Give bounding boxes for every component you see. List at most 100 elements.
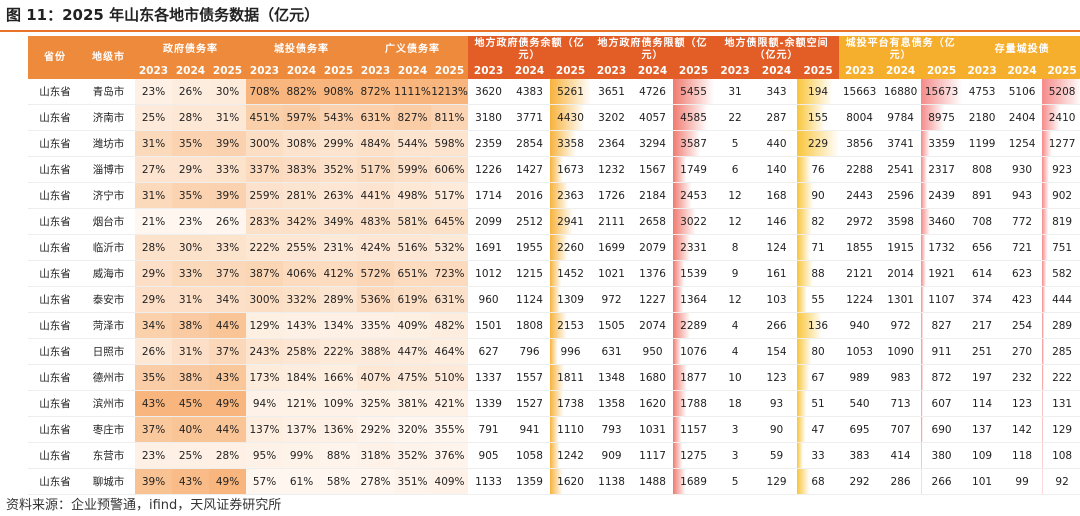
value-cell: 184% [283,364,321,391]
value-cell: 342% [283,208,321,235]
year-cell: 2025 [673,63,715,79]
value-cell: 1689 [673,468,715,495]
table-row: 山东省 东营市 23% 25% 28% 95% 99% 88% 318% 352% 376% 905 1… [28,442,1080,469]
value-cell: 4585 [673,104,715,131]
value-cell: 911 [921,338,963,365]
label-cell: 山东省 [28,390,82,417]
label-cell: 滨州市 [82,390,135,417]
label-cell: 山东省 [28,156,82,183]
label-cell: 烟台市 [82,208,135,235]
value-cell: 134% [320,312,358,339]
value-cell: 1199 [962,130,1003,157]
value-cell: 631 [591,338,633,365]
value-cell: 5261 [550,79,592,105]
value-cell: 572% [357,260,395,287]
table-row: 山东省 济南市 25% 28% 31% 451% 597% 543% 631% 827% 811% 3… [28,104,1080,131]
value-cell: 1955 [509,234,551,261]
value-cell: 12 [714,182,757,209]
value-cell: 31% [172,338,209,365]
value-cell: 3 [714,416,757,443]
table-row: 山东省 德州市 35% 38% 43% 173% 184% 166% 407% 475% 510% 1… [28,364,1080,391]
table-row: 山东省 日照市 26% 31% 37% 243% 258% 222% 388% 447% 464% 6… [28,338,1080,365]
value-cell: 123 [756,364,798,391]
value-cell: 300% [246,286,284,313]
value-cell: 266 [921,468,963,495]
value-cell: 796 [509,338,551,365]
value-cell: 82 [797,208,840,235]
value-cell: 283% [246,208,284,235]
value-cell: 891 [962,182,1003,209]
value-cell: 406% [283,260,321,287]
label-cell: 山东省 [28,416,82,443]
value-cell: 2854 [509,130,551,157]
value-cell: 95% [246,442,284,469]
value-cell: 1227 [632,286,674,313]
value-cell: 451% [246,104,284,131]
year-cell: 2023 [135,63,172,79]
value-cell: 2331 [673,234,715,261]
year-cell: 2023 [962,63,1003,79]
value-cell: 155 [797,104,840,131]
value-cell: 540 [839,390,881,417]
value-cell: 1107 [921,286,963,313]
value-cell: 1124 [509,286,551,313]
value-cell: 1138 [591,468,633,495]
value-cell: 2359 [468,130,510,157]
value-cell: 3587 [673,130,715,157]
value-cell: 2439 [921,182,963,209]
year-cell: 2024 [880,63,922,79]
value-cell: 972 [880,312,922,339]
value-cell: 255% [283,234,321,261]
value-cell: 45% [172,390,209,417]
value-cell: 5208 [1042,79,1080,105]
label-cell: 菏泽市 [82,312,135,339]
value-cell: 1133 [468,468,510,495]
table-row: 山东省 青岛市 23% 26% 30% 708% 882% 908% 872% 1111% 1213… [28,79,1080,105]
value-cell: 39% [135,468,172,495]
value-cell: 25% [172,442,209,469]
value-cell: 1749 [673,156,715,183]
value-cell: 1309 [550,286,592,313]
value-cell: 124 [756,234,798,261]
value-cell: 2363 [550,182,592,209]
value-cell: 4383 [509,79,551,105]
value-cell: 2288 [839,156,881,183]
value-cell: 258% [283,338,321,365]
label-cell: 聊城市 [82,468,135,495]
value-cell: 28% [135,234,172,261]
value-cell: 940 [839,312,881,339]
value-cell: 1488 [632,468,674,495]
value-cell: 909 [591,442,633,469]
value-cell: 2111 [591,208,633,235]
value-cell: 140 [756,156,798,183]
value-cell: 131 [1042,390,1080,417]
label-cell: 山东省 [28,260,82,287]
value-cell: 1738 [550,390,592,417]
value-cell: 597% [283,104,321,131]
value-cell: 606% [431,156,469,183]
header-cell: 地方债限额-余额空间（亿元） [714,36,840,63]
value-cell: 26% [135,338,172,365]
value-cell: 259% [246,182,284,209]
header-cell: 广义债务率 [357,36,469,63]
value-cell: 708% [246,79,284,105]
value-cell: 37% [209,338,247,365]
value-cell: 44% [209,312,247,339]
value-cell: 343 [756,79,798,105]
value-cell: 1811 [550,364,592,391]
value-cell: 1557 [509,364,551,391]
value-cell: 3856 [839,130,881,157]
value-cell: 751 [1042,234,1080,261]
value-cell: 811% [431,104,469,131]
value-cell: 154 [756,338,798,365]
value-cell: 3651 [591,79,633,105]
value-cell: 197 [962,364,1003,391]
value-cell: 619% [394,286,432,313]
value-cell: 414 [880,442,922,469]
value-cell: 31 [714,79,757,105]
value-cell: 1921 [921,260,963,287]
value-cell: 1359 [509,468,551,495]
year-cell: 2023 [357,63,395,79]
value-cell: 1031 [632,416,674,443]
value-cell: 2074 [632,312,674,339]
